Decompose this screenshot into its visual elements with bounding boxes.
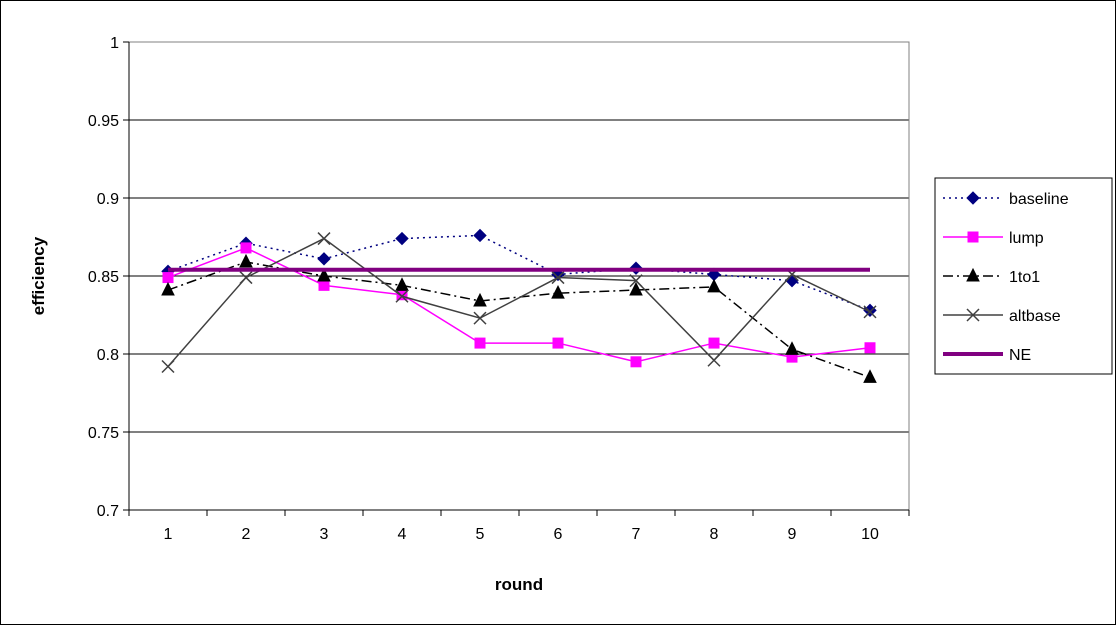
data-point-1to1 <box>395 277 409 291</box>
legend-marker-1to1 <box>966 267 980 282</box>
y-tick-label: 0.95 <box>88 113 119 130</box>
legend-label-NE: NE <box>1009 347 1031 364</box>
y-tick-label: 1 <box>110 35 119 52</box>
data-point-altbase <box>551 271 565 285</box>
legend-label-baseline: baseline <box>1009 191 1069 208</box>
x-tick-label: 3 <box>320 526 329 543</box>
data-point-1to1 <box>317 267 331 282</box>
data-point-altbase <box>473 311 487 325</box>
legend-label-altbase: altbase <box>1009 308 1061 325</box>
data-point-altbase <box>395 289 409 303</box>
data-point-altbase <box>317 232 331 246</box>
data-point-lump <box>396 289 408 301</box>
y-tick-label: 0.75 <box>88 425 119 442</box>
data-point-lump <box>318 279 330 291</box>
data-point-altbase <box>161 359 175 374</box>
data-point-lump <box>708 337 720 349</box>
data-point-lump <box>162 272 174 284</box>
x-axis-title: round <box>495 575 543 594</box>
data-point-1to1 <box>629 281 643 296</box>
axes: 0.7 0.75 0.8 0.85 0.9 0.95 1 1 2 3 4 5 6 7 8 9 10 <box>88 35 910 543</box>
series-line-altbase <box>167 237 871 367</box>
series-lines <box>161 228 877 383</box>
data-point-baseline <box>317 252 331 266</box>
data-point-lump <box>240 242 252 254</box>
data-point-1to1 <box>707 278 721 293</box>
legend-label-1to1: 1to1 <box>1009 269 1040 286</box>
y-axis-title: efficiency <box>29 236 48 315</box>
y-tick-label: 0.85 <box>88 269 119 286</box>
gridlines <box>129 119 909 433</box>
data-point-lump <box>864 342 876 354</box>
x-tick-label: 9 <box>788 526 797 543</box>
data-point-1to1 <box>785 341 799 355</box>
x-tick-label: 5 <box>476 526 485 543</box>
x-tick-label: 1 <box>164 526 173 543</box>
series-altbase <box>161 232 877 374</box>
data-point-lump <box>552 337 564 349</box>
data-point-altbase <box>863 305 877 319</box>
data-point-baseline <box>395 231 409 246</box>
data-point-altbase <box>629 274 643 288</box>
data-point-1to1 <box>551 285 565 299</box>
y-tick-label: 0.8 <box>97 347 119 364</box>
data-point-lump <box>474 337 486 349</box>
legend: baseline lump 1to1 altbase NE <box>934 177 1113 375</box>
data-point-lump <box>630 356 642 368</box>
legend-marker-lump <box>967 231 979 243</box>
x-tick-label: 10 <box>861 526 879 543</box>
legend-marker-altbase <box>966 308 980 322</box>
data-point-baseline <box>473 228 487 243</box>
data-point-altbase <box>707 353 721 367</box>
legend-label-lump: lump <box>1009 230 1044 247</box>
x-tick-label: 7 <box>632 526 641 543</box>
data-point-1to1 <box>473 292 487 307</box>
x-tick-label: 4 <box>398 526 407 543</box>
data-point-1to1 <box>239 253 253 268</box>
series-lump <box>162 242 876 368</box>
series-line-lump <box>167 247 871 363</box>
data-point-1to1 <box>161 281 175 296</box>
data-point-1to1 <box>863 369 877 383</box>
legend-marker-baseline <box>966 191 980 205</box>
x-tick-label: 6 <box>554 526 563 543</box>
x-tick-label: 8 <box>710 526 719 543</box>
y-tick-label: 0.9 <box>97 191 119 208</box>
x-tick-label: 2 <box>242 526 251 543</box>
data-point-altbase <box>239 271 253 285</box>
y-tick-label: 0.7 <box>97 503 119 520</box>
